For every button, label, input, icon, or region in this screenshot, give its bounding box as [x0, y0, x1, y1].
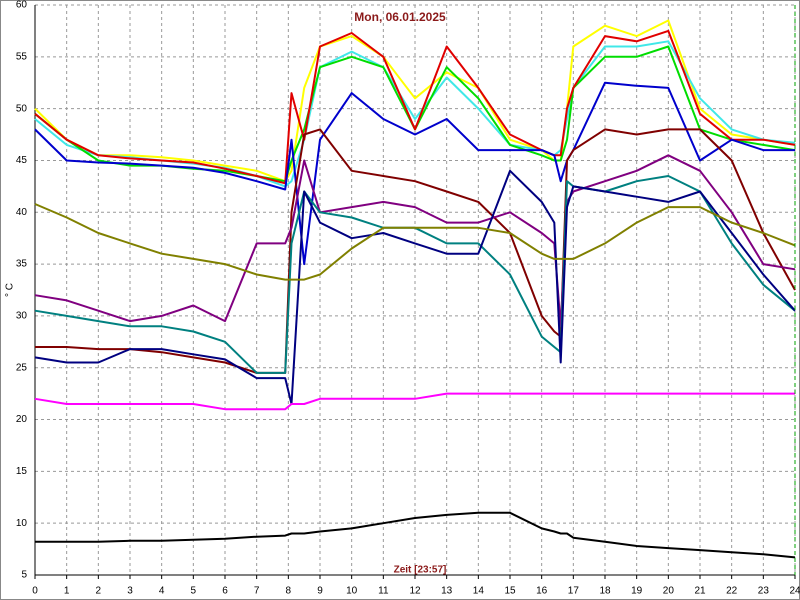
- y-tick-label: 25: [16, 362, 28, 373]
- x-tick-label: 12: [409, 586, 421, 597]
- x-axis-label: Zeit [23:57]: [394, 565, 447, 576]
- y-axis-label: ° C: [5, 283, 16, 297]
- x-tick-label: 6: [222, 586, 228, 597]
- y-tick-label: 45: [16, 155, 28, 166]
- x-tick-label: 24: [789, 586, 800, 597]
- y-tick-label: 10: [16, 518, 28, 529]
- x-tick-label: 3: [127, 586, 133, 597]
- series-line: [34, 154, 796, 328]
- series-line: [34, 203, 796, 281]
- x-tick-label: 2: [96, 586, 102, 597]
- x-tick-label: 14: [473, 586, 485, 597]
- x-tick-label: 11: [378, 586, 389, 597]
- series-line: [34, 29, 796, 185]
- x-tick-label: 4: [159, 586, 165, 597]
- series-line: [35, 511, 796, 559]
- x-tick-label: 7: [254, 586, 260, 597]
- x-tick-label: 0: [32, 586, 38, 597]
- y-tick-label: 60: [16, 0, 28, 11]
- x-tick-label: 21: [694, 586, 706, 597]
- x-tick-label: 15: [504, 586, 516, 597]
- series-line: [34, 392, 795, 411]
- x-tick-label: 13: [441, 586, 453, 597]
- x-tick-label: 8: [286, 586, 292, 597]
- x-tick-label: 5: [191, 586, 197, 597]
- x-tick-label: 19: [631, 586, 643, 597]
- y-tick-label: 15: [16, 466, 28, 477]
- series-line: [34, 169, 796, 405]
- x-tick-label: 10: [346, 586, 358, 597]
- x-tick-label: 23: [758, 586, 770, 597]
- x-tick-label: 9: [317, 586, 323, 597]
- y-tick-label: 30: [16, 311, 28, 322]
- y-tick-label: 40: [16, 207, 28, 218]
- chart-title: Mon, 06.01.2025: [354, 10, 446, 24]
- y-tick-label: 35: [16, 259, 28, 270]
- series-line: [34, 81, 795, 266]
- lines: [34, 19, 796, 559]
- x-tick-label: 1: [64, 586, 70, 597]
- x-tick-label: 18: [599, 586, 611, 597]
- x-tick-label: 16: [536, 586, 548, 597]
- y-tick-label: 50: [16, 103, 28, 114]
- x-tick-label: 20: [663, 586, 675, 597]
- series-line: [35, 128, 796, 374]
- y-tick-label: 5: [21, 570, 27, 581]
- y-tick-label: 55: [16, 51, 28, 62]
- series-line: [34, 175, 796, 374]
- y-tick-label: 20: [16, 414, 28, 425]
- x-tick-label: 17: [568, 586, 580, 597]
- x-tick-label: 22: [726, 586, 738, 597]
